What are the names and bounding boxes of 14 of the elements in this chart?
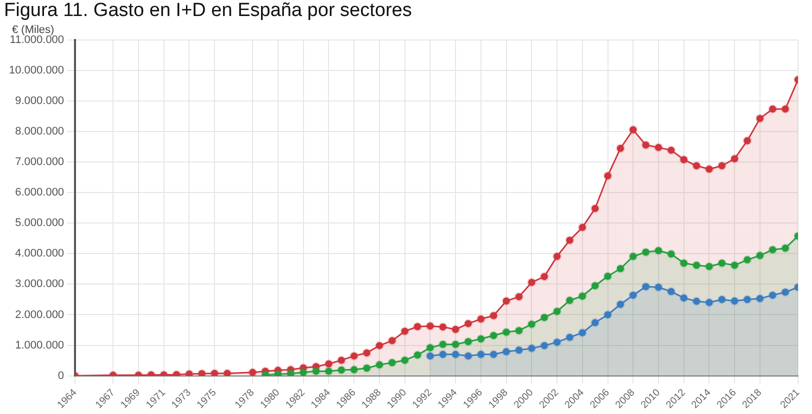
chart-title: Figura 11. Gasto en I+D en España por sectores	[4, 0, 412, 22]
y-tick-label: 2.000.000	[15, 308, 64, 321]
y-tick-label: 10.000.000	[8, 64, 64, 77]
y-tick-label: 3.000.000	[15, 278, 64, 290]
y-tick-label: 1.000.000	[15, 339, 64, 352]
y-tick-label: 6.000.000	[15, 186, 64, 199]
y-tick-label: 11.000.000	[10, 34, 64, 46]
y-tick-label: 0	[58, 370, 64, 382]
y-tick-label: 4.000.000	[15, 248, 64, 260]
y-tick-label: 5.000.000	[15, 217, 64, 230]
y-tick-label: 7.000.000	[15, 156, 64, 168]
y-axis-title: € (Miles)	[12, 24, 54, 36]
y-tick-label: 8.000.000	[15, 126, 64, 138]
y-tick-label: 9.000.000	[15, 95, 64, 108]
